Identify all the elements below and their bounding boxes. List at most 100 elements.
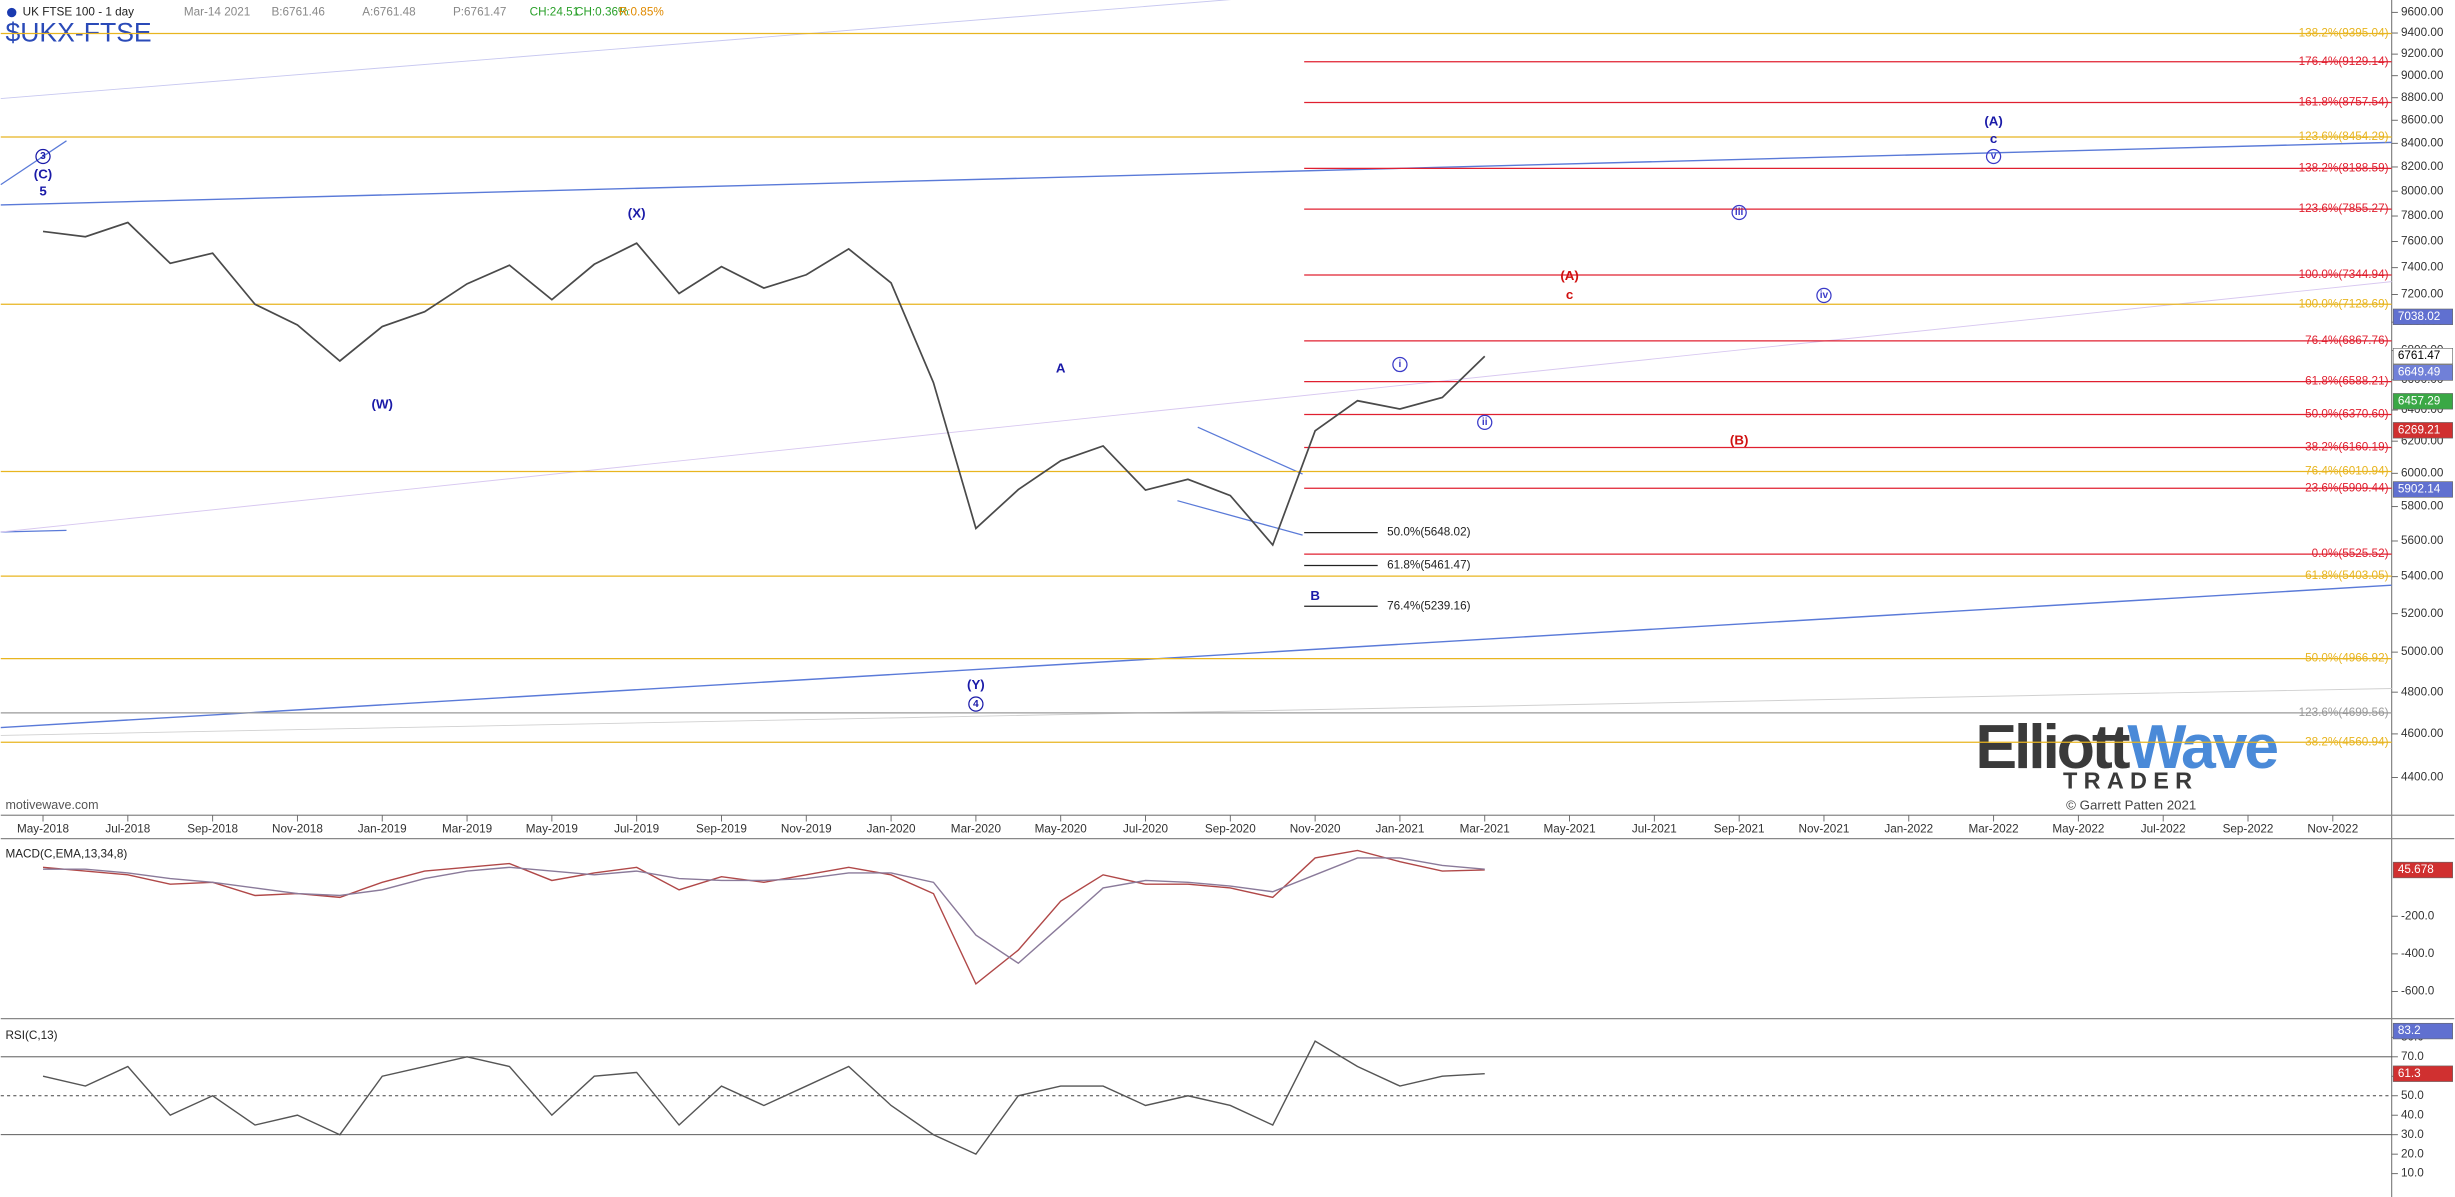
price-tag-label: 7038.02 (2398, 310, 2440, 323)
y-tick-label: 7400.00 (2401, 261, 2444, 274)
wave-label: 3 (40, 151, 46, 162)
fib-label: 138.2%(9395.04) (2299, 27, 2389, 40)
change-pct: CH:0.36% (575, 6, 628, 19)
symbol: $UKX-FTSE (5, 17, 151, 47)
trend-line (0, 688, 2392, 736)
x-tick-label: Jan-2022 (1884, 822, 1933, 835)
x-tick-label: Mar-2019 (442, 822, 492, 835)
status-dot (7, 7, 17, 18)
trend-line (0, 584, 2392, 729)
price-tag (2392, 364, 2453, 381)
x-tick-label: May-2018 (17, 822, 70, 835)
trend-line (0, 140, 67, 186)
fib-label: 76.4%(5239.16) (1387, 599, 1470, 612)
x-tick-label: Jul-2020 (1123, 822, 1168, 835)
x-tick-label: Jan-2020 (867, 822, 916, 835)
y-tick-label: 9400.00 (2401, 26, 2444, 39)
y-tick-label: -400.0 (2401, 947, 2435, 960)
y-tick-label: -600.0 (2401, 985, 2435, 998)
fib-label: 123.6%(8454.29) (2299, 130, 2389, 143)
x-tick-label: May-2021 (1543, 822, 1595, 835)
fib-label: 38.2%(6160.19) (2305, 441, 2388, 454)
wave-label: iv (1820, 290, 1829, 301)
price-tag (2392, 861, 2453, 879)
price-tag (2392, 393, 2453, 410)
price-tag-label: 6761.47 (2398, 349, 2440, 362)
y-tick-label: 8000.00 (2401, 184, 2444, 197)
wave-label: (B) (1730, 433, 1748, 448)
y-tick-label: 10.0 (2401, 1167, 2424, 1180)
x-tick-label: Sep-2020 (1205, 822, 1256, 835)
wave-label: (A) (1560, 268, 1578, 283)
wave-label: 4 (973, 699, 979, 710)
wave-label: c (1566, 287, 1573, 302)
y-tick-label: 5400.00 (2401, 570, 2444, 583)
wave-label: ii (1482, 417, 1488, 428)
y-tick-label: 4800.00 (2401, 685, 2444, 698)
fib-label: 50.0%(4966.92) (2305, 652, 2388, 665)
logo-part: Elliott (1975, 712, 2130, 782)
wave-circle (1392, 356, 1408, 373)
logo-credit: © Garrett Patten 2021 (2066, 797, 2196, 812)
logo-sub: TRADER (2063, 768, 2198, 794)
x-tick-label: Mar-2022 (1969, 822, 2019, 835)
wave-label: i (1399, 359, 1402, 370)
fib-label: 23.6%(5909.44) (2305, 481, 2388, 494)
price-tag-label: 5902.14 (2398, 483, 2441, 496)
trend-line (0, 141, 2392, 206)
fib-label: 123.6%(7855.27) (2299, 202, 2389, 215)
wave-label: (C) (34, 167, 52, 182)
fib-label: 100.0%(7128.69) (2299, 297, 2389, 310)
x-tick-label: Mar-2021 (1460, 822, 1510, 835)
wave-circle (1731, 204, 1747, 221)
x-tick-label: Sep-2019 (696, 822, 747, 835)
indicator-line (43, 857, 1485, 965)
y-tick-label: 4600.00 (2401, 727, 2444, 740)
y-tick-label: 9200.00 (2401, 47, 2444, 60)
x-tick-label: Jul-2019 (614, 822, 659, 835)
indicator-line (42, 1040, 1485, 1156)
price: P:6761.47 (453, 6, 506, 19)
wave-label: 5 (39, 184, 47, 199)
wave-circle (35, 148, 51, 165)
x-tick-label: Jul-2021 (1632, 822, 1677, 835)
price-tag-label: 6269.21 (2398, 423, 2440, 436)
price-tag (2392, 481, 2453, 498)
wave-label: c (1990, 131, 1997, 146)
price-tag (2392, 308, 2453, 325)
wave-circle (1816, 287, 1832, 304)
price-tag-label: 45.678 (2398, 863, 2434, 876)
y-tick-label: 5600.00 (2401, 534, 2444, 547)
fib-label: 138.2%(8188.59) (2299, 161, 2389, 174)
change: CH:24.51 (530, 6, 580, 19)
y-tick-label: 6000.00 (2401, 466, 2444, 479)
wave-label: B (1310, 588, 1320, 603)
x-tick-label: Nov-2022 (2307, 822, 2358, 835)
x-tick-label: Jan-2021 (1375, 822, 1424, 835)
watermark: motivewave.com (5, 798, 98, 812)
price-line (42, 221, 1486, 547)
x-tick-label: Nov-2018 (272, 822, 323, 835)
price-tag (2392, 348, 2453, 365)
y-tick-label: 20.0 (2401, 1147, 2424, 1160)
fib-label: 161.8%(8757.54) (2299, 96, 2389, 109)
y-tick-label: 4400.00 (2401, 771, 2444, 784)
fib-label: 50.0%(5648.02) (1387, 526, 1470, 539)
price-tag-label: 61.3 (2398, 1067, 2421, 1080)
x-tick-label: Jul-2022 (2141, 822, 2186, 835)
x-tick-label: May-2022 (2052, 822, 2104, 835)
x-tick-label: Nov-2020 (1290, 822, 1341, 835)
wave-circle (1477, 414, 1493, 431)
wave-circle (1985, 148, 2002, 165)
price-tag-label: 6649.49 (2398, 366, 2440, 379)
x-tick-label: Mar-2020 (951, 822, 1002, 835)
price-tag (2392, 1022, 2453, 1040)
fib-label: 176.4%(9129.14) (2299, 55, 2389, 68)
ask: A:6761.48 (362, 6, 416, 19)
y-tick-label: 8600.00 (2401, 113, 2444, 126)
x-tick-label: May-2019 (526, 822, 578, 835)
x-tick-label: Sep-2022 (2223, 822, 2274, 835)
x-tick-label: Sep-2021 (1714, 822, 1765, 835)
